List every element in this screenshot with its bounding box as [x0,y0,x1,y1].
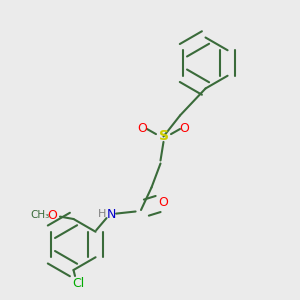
Text: O: O [180,122,189,136]
Text: O: O [138,122,147,136]
Text: H: H [98,209,106,219]
Text: O: O [48,209,57,222]
Text: S: S [158,130,169,143]
Text: Cl: Cl [72,277,84,290]
Text: O: O [159,196,168,209]
Text: N: N [106,208,116,221]
Text: CH₃: CH₃ [30,210,49,220]
